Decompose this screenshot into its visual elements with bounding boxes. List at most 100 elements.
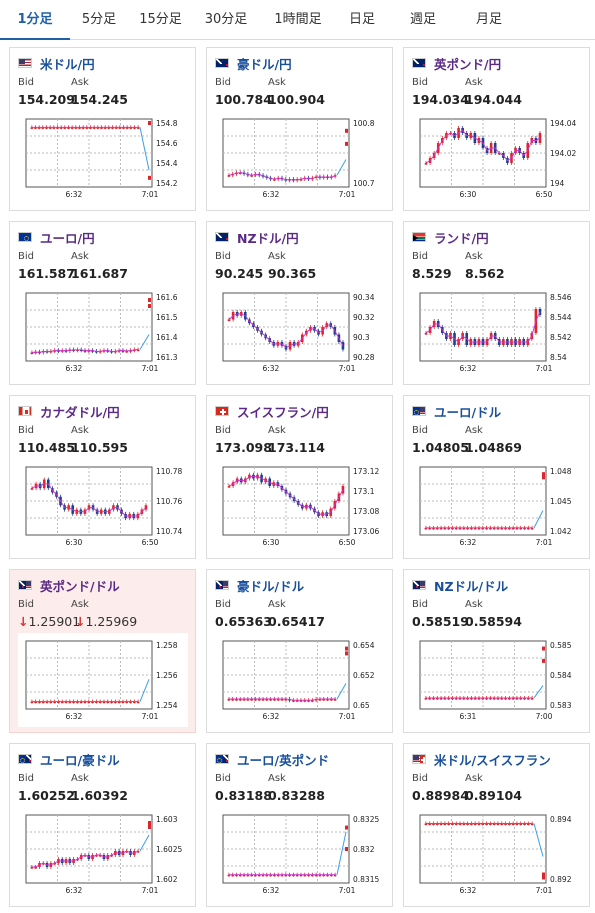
candle (447, 823, 450, 825)
mini-chart[interactable]: 1.258 1.256 1.254 6:32 7:01 (18, 633, 188, 727)
candle (34, 127, 37, 129)
mini-chart[interactable]: 0.894 0.892 6:32 7:01 (412, 807, 582, 901)
mini-chart[interactable]: 161.6 161.5 161.4 161.3 6:32 7:01 (18, 285, 188, 379)
currency-card[interactable]: NZドル/円 Bid Ask 90.245 90.365 90.34 90.32 90.3 90… (206, 221, 393, 385)
chart-svg: 90.34 90.32 90.3 90.28 6:32 7:01 (222, 292, 375, 373)
currency-pair-title[interactable]: ユーロ/円 (18, 228, 95, 246)
currency-pair-title[interactable]: カナダドル/円 (18, 402, 120, 420)
ask-value: 0.83288 (268, 788, 325, 803)
candle (92, 127, 96, 129)
currency-card[interactable]: ランド/円 Bid Ask 8.529 8.562 8.546 8.544 8.542 8.54… (403, 221, 590, 385)
bid-label: Bid (412, 77, 428, 88)
candle (326, 874, 329, 877)
pair-name: 豪ドル/ドル (237, 578, 305, 594)
currency-pair-title[interactable]: スイスフラン/円 (215, 402, 329, 420)
currency-pair-title[interactable]: ユーロ/英ポンド (215, 750, 329, 768)
candle (299, 700, 303, 702)
currency-card[interactable]: カナダドル/円 Bid Ask 110.485 110.595 110.78 110.76 1… (9, 395, 196, 559)
currency-card[interactable]: ユーロ/豪ドル Bid Ask 1.60252 1.60392 1.603 1.6025 1.… (9, 743, 196, 907)
currency-pair-title[interactable]: 米ドル/スイスフラン (412, 750, 551, 768)
mini-chart[interactable]: 1.603 1.6025 1.602 6:32 7:01 (18, 807, 188, 901)
mini-chart[interactable]: 0.654 0.652 0.65 6:32 7:01 (215, 633, 385, 727)
tab-1[interactable]: 5分足 (81, 12, 117, 27)
au-flag (215, 58, 229, 68)
mini-chart[interactable]: 8.546 8.544 8.542 8.54 6:32 7:01 (412, 285, 582, 379)
candle (30, 127, 34, 129)
ask-value: 110.595 (71, 440, 128, 455)
mini-chart[interactable]: 0.8325 0.832 0.8315 6:32 7:01 (215, 807, 385, 901)
currency-pair-title[interactable]: ユーロ/豪ドル (18, 750, 120, 768)
candle (246, 699, 250, 701)
x-tick-label: 7:01 (142, 712, 159, 721)
currency-pair-title[interactable]: NZドル/ドル (412, 576, 508, 594)
tab-6[interactable]: 週足 (409, 12, 436, 27)
currency-card[interactable]: スイスフラン/円 Bid Ask 173.098 173.114 173.12 173.1 1… (206, 395, 393, 559)
currency-card[interactable]: 米ドル/円 Bid Ask 154.209 154.245 154.8 154.6 154.4… (9, 47, 196, 211)
mini-chart[interactable]: 173.12 173.1 173.08 173.06 6:30 6:50 (215, 459, 385, 553)
price-tail-line (336, 159, 347, 176)
candle (91, 701, 94, 704)
tab-0[interactable]: 1分足 (0, 0, 70, 40)
bid-value: 173.098 (215, 440, 272, 455)
candle (284, 874, 288, 877)
x-tick-label: 6:30 (459, 190, 476, 199)
currency-card[interactable]: 豪ドル/円 Bid Ask 100.784 100.904 100.8 100.7 6:32 7… (206, 47, 393, 211)
latest-candle (148, 821, 151, 825)
currency-card[interactable]: ユーロ/ドル Bid Ask 1.04805 1.04869 1.048 1.045 1.04… (403, 395, 590, 559)
mini-chart[interactable]: 194.04 194.02 194 6:30 6:50 (412, 111, 582, 205)
tab-7[interactable]: 月足 (475, 12, 502, 27)
currency-card[interactable]: NZドル/ドル Bid Ask 0.58519 0.58594 0.585 0.584 0.5… (403, 569, 590, 733)
currency-pair-title[interactable]: 英ポンド/ドル (18, 576, 120, 594)
ask-label: Ask (465, 773, 483, 784)
tab-4[interactable]: 1時間足 (274, 12, 322, 27)
y-tick-label: 194.04 (550, 119, 576, 128)
mini-chart[interactable]: 100.8 100.7 6:32 7:01 (215, 111, 385, 205)
mini-chart[interactable]: 1.048 1.045 1.042 6:32 7:01 (412, 459, 582, 553)
tab-3[interactable]: 30分足 (204, 12, 248, 27)
candle (443, 697, 447, 700)
x-tick-label: 6:50 (339, 538, 356, 547)
mini-chart[interactable]: 0.585 0.584 0.583 6:31 7:00 (412, 633, 582, 727)
ask-value: 0.89104 (465, 788, 522, 803)
currency-pair-title[interactable]: ユーロ/ドル (412, 402, 501, 420)
currency-pair-title[interactable]: 豪ドル/ドル (215, 576, 304, 594)
currency-pair-title[interactable]: ランド/円 (412, 228, 489, 246)
candle (118, 127, 122, 129)
currency-pair-title[interactable]: 豪ドル/円 (215, 54, 292, 72)
bid-value: 90.245 (215, 266, 264, 281)
currency-card[interactable]: 米ドル/スイスフラン Bid Ask 0.88984 0.89104 0.894 0.892… (403, 743, 590, 907)
candle (451, 527, 454, 530)
candle (136, 349, 140, 351)
currency-card[interactable]: 英ポンド/ドル Bid Ask ↓1.25901 ↓1.25969 1.258 1.256 1… (9, 569, 196, 733)
candle (89, 127, 92, 129)
bid-label: Bid (215, 599, 231, 610)
candle (527, 527, 530, 530)
tab-2[interactable]: 15分足 (139, 12, 182, 27)
currency-card[interactable]: ユーロ/円 Bid Ask 161.587 161.687 161.6 161.5 161.4… (9, 221, 196, 385)
currency-card[interactable]: ユーロ/英ポンド Bid Ask 0.83188 0.83288 0.8325 0.832 0… (206, 743, 393, 907)
x-tick-label: 6:50 (536, 190, 553, 199)
candle (458, 697, 462, 700)
mini-chart[interactable]: 154.8 154.6 154.4 154.2 6:32 7:01 (18, 111, 188, 205)
currency-pair-title[interactable]: NZドル/円 (215, 228, 299, 246)
currency-card[interactable]: 豪ドル/ドル Bid Ask 0.65363 0.65417 0.654 0.652 0.65… (206, 569, 393, 733)
candle (295, 700, 299, 702)
mini-chart[interactable]: 90.34 90.32 90.3 90.28 6:32 7:01 (215, 285, 385, 379)
currency-pair-title[interactable]: 米ドル/円 (18, 54, 95, 72)
candle (254, 699, 257, 701)
tab-5[interactable]: 日足 (348, 12, 375, 27)
bid-label: Bid (215, 773, 231, 784)
candle (276, 874, 280, 877)
candle (60, 701, 64, 704)
pair-name: カナダドル/円 (40, 404, 120, 420)
currency-card[interactable]: 英ポンド/円 Bid Ask 194.034 194.044 194.04 194.02 19… (403, 47, 590, 211)
x-tick-label: 6:30 (262, 538, 279, 547)
latest-candle (148, 304, 151, 308)
latest-candle (345, 128, 348, 133)
candle (458, 527, 462, 530)
candle (451, 823, 454, 825)
mini-chart[interactable]: 110.78 110.76 110.74 6:30 6:50 (18, 459, 188, 553)
moving-average-line (228, 313, 344, 349)
eu-us-flag (412, 406, 426, 416)
currency-pair-title[interactable]: 英ポンド/円 (412, 54, 501, 72)
